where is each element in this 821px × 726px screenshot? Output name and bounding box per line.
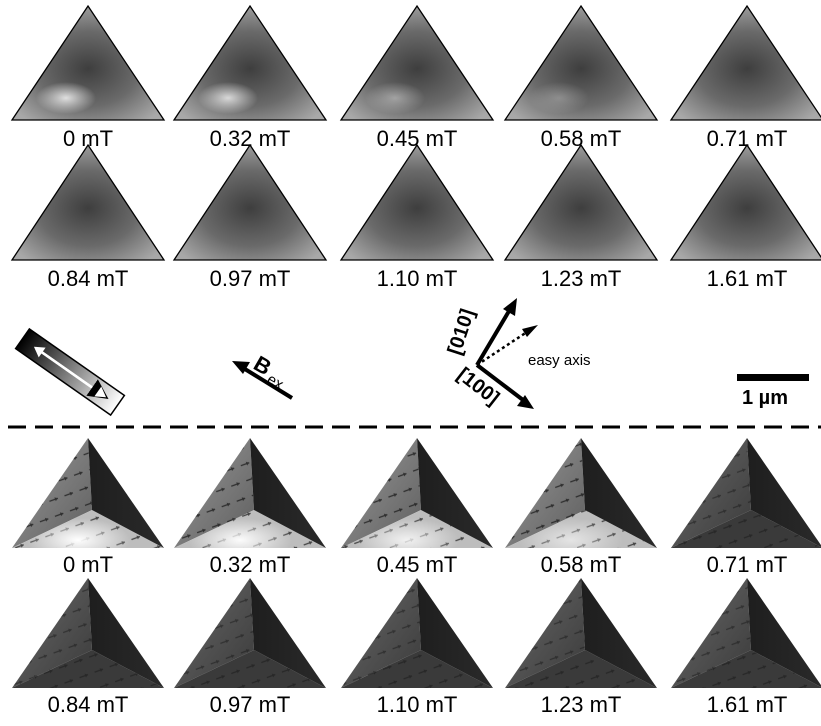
legend-row: B ex [010] [100] easy axis 1 µm [14,298,809,417]
field-label: 0.84 mT [48,692,129,717]
exp-panel-8: 1.23 mT [503,143,659,291]
axis-010-label: [010] [444,306,479,357]
experiment-triangle [669,4,821,121]
exp-panel-9: 1.61 mT [669,143,821,291]
exp-panel-1: 0.32 mT [172,4,328,151]
experiment-triangle [172,143,328,261]
field-label: 1.23 mT [541,266,622,291]
field-label: 0.84 mT [48,266,129,291]
exp-panel-6: 0.97 mT [172,143,328,291]
experiment-triangle [503,143,659,261]
sim-panel-5: 0.84 mT [12,578,164,717]
sim-arrow-field [12,578,164,688]
axis-100-label: [100] [453,364,503,410]
sim-arrow-field [671,438,821,548]
sim-panel-4: 0.71 mT [671,438,821,577]
sim-arrow-field [12,438,164,548]
sim-right-face [250,578,326,688]
sim-right-face [417,438,493,548]
field-label: 1.10 mT [377,692,458,717]
experiment-panels: 0 mT 0.32 mT 0.45 mT 0.58 mT 0.71 mT 0.84 mT 0… [10,4,821,291]
sim-panel-9: 1.61 mT [671,578,821,717]
sim-right-face [747,578,821,687]
sim-right-face [747,438,821,547]
sim-right-face [250,438,326,548]
scale-bar-label: 1 µm [742,387,788,409]
field-label: 1.61 mT [707,266,788,291]
experiment-triangle [339,143,495,261]
sim-panel-2: 0.45 mT [341,438,493,577]
exp-panel-2: 0.45 mT [339,4,495,151]
field-label: 0.45 mT [377,552,458,577]
field-label: 1.61 mT [707,692,788,717]
field-label: 0 mT [63,552,113,577]
sim-panel-0: 0 mT [12,438,164,577]
field-label: 1.23 mT [541,692,622,717]
crystal-axes-icon [475,298,538,409]
experiment-triangle [10,143,166,261]
sim-right-face [88,438,164,548]
field-label: 0.71 mT [707,552,788,577]
sim-panel-8: 1.23 mT [505,578,657,717]
sim-arrow-field [671,578,821,688]
sim-arrow-field [174,438,326,548]
sim-panel-3: 0.58 mT [505,438,657,577]
exp-panel-7: 1.10 mT [339,143,495,291]
sim-arrow-field [341,578,493,688]
sim-panel-6: 0.97 mT [174,578,326,717]
sim-arrow-field [505,578,657,688]
sim-arrow-field [341,438,493,548]
simulation-panels: 0 mT 0.32 mT 0.45 mT 0.58 mT 0.71 mT 0.84 mT 0… [12,438,821,717]
exp-panel-4: 0.71 mT [669,4,821,151]
experiment-triangle [669,143,821,261]
field-arrow-icon [232,361,294,400]
field-subscript: ex [264,371,287,394]
sim-right-face [88,578,164,688]
field-label: 0.58 mT [541,552,622,577]
sim-panel-1: 0.32 mT [174,438,326,577]
field-label: 0.32 mT [210,552,291,577]
easy-axis-label: easy axis [528,352,591,369]
sim-right-face [581,438,657,548]
sim-right-face [581,578,657,688]
exp-panel-5: 0.84 mT [10,143,166,291]
exp-panel-0: 0 mT [10,4,166,151]
contrast-bar-icon [14,327,126,417]
scale-bar [737,374,809,381]
field-label: 0.97 mT [210,692,291,717]
sim-right-face [417,578,493,688]
sim-arrow-field [174,578,326,688]
sim-arrow-field [505,438,657,548]
exp-panel-3: 0.58 mT [503,4,659,151]
field-label: 0.97 mT [210,266,291,291]
sim-panel-7: 1.10 mT [341,578,493,717]
field-label: 1.10 mT [377,266,458,291]
